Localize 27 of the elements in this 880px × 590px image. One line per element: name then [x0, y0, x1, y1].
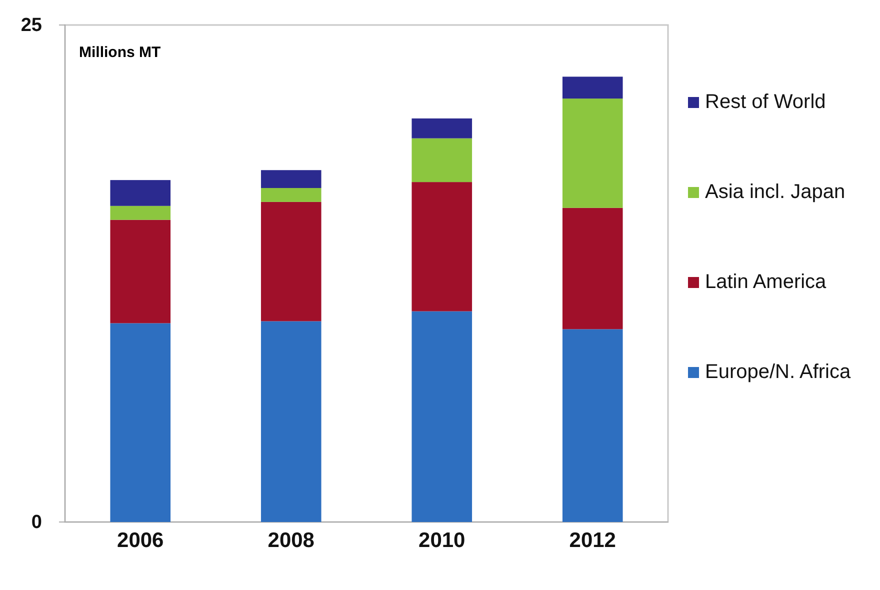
y-tick-label: 0: [31, 512, 42, 534]
x-tick-label: 2010: [418, 529, 466, 552]
bar: [110, 180, 171, 206]
bar: [260, 170, 322, 188]
x-tick-label: 2008: [268, 529, 315, 552]
x-tick-label: 2012: [569, 529, 616, 552]
bar: [412, 118, 472, 138]
y-tick-label: 25: [20, 15, 42, 36]
bar: [412, 182, 472, 312]
x-tick-label: 2006: [117, 529, 164, 552]
bar: [562, 329, 623, 522]
y-axis-title: Millions MT: [79, 44, 161, 61]
bar: [260, 202, 322, 322]
legend-label: Rest of World: [705, 91, 826, 113]
bar: [110, 220, 171, 324]
bar: [110, 323, 171, 522]
legend-label: Latin America: [705, 271, 828, 293]
bar: [562, 208, 623, 330]
bar: [260, 188, 322, 202]
bar: [110, 206, 171, 220]
legend-label: Asia incl. Japan: [705, 181, 846, 203]
bar: [412, 311, 472, 522]
bar: [260, 321, 322, 522]
legend-label: Europe/N. Africa: [705, 361, 852, 383]
bar: [562, 76, 623, 99]
bar: [412, 138, 472, 182]
bar: [562, 98, 623, 208]
